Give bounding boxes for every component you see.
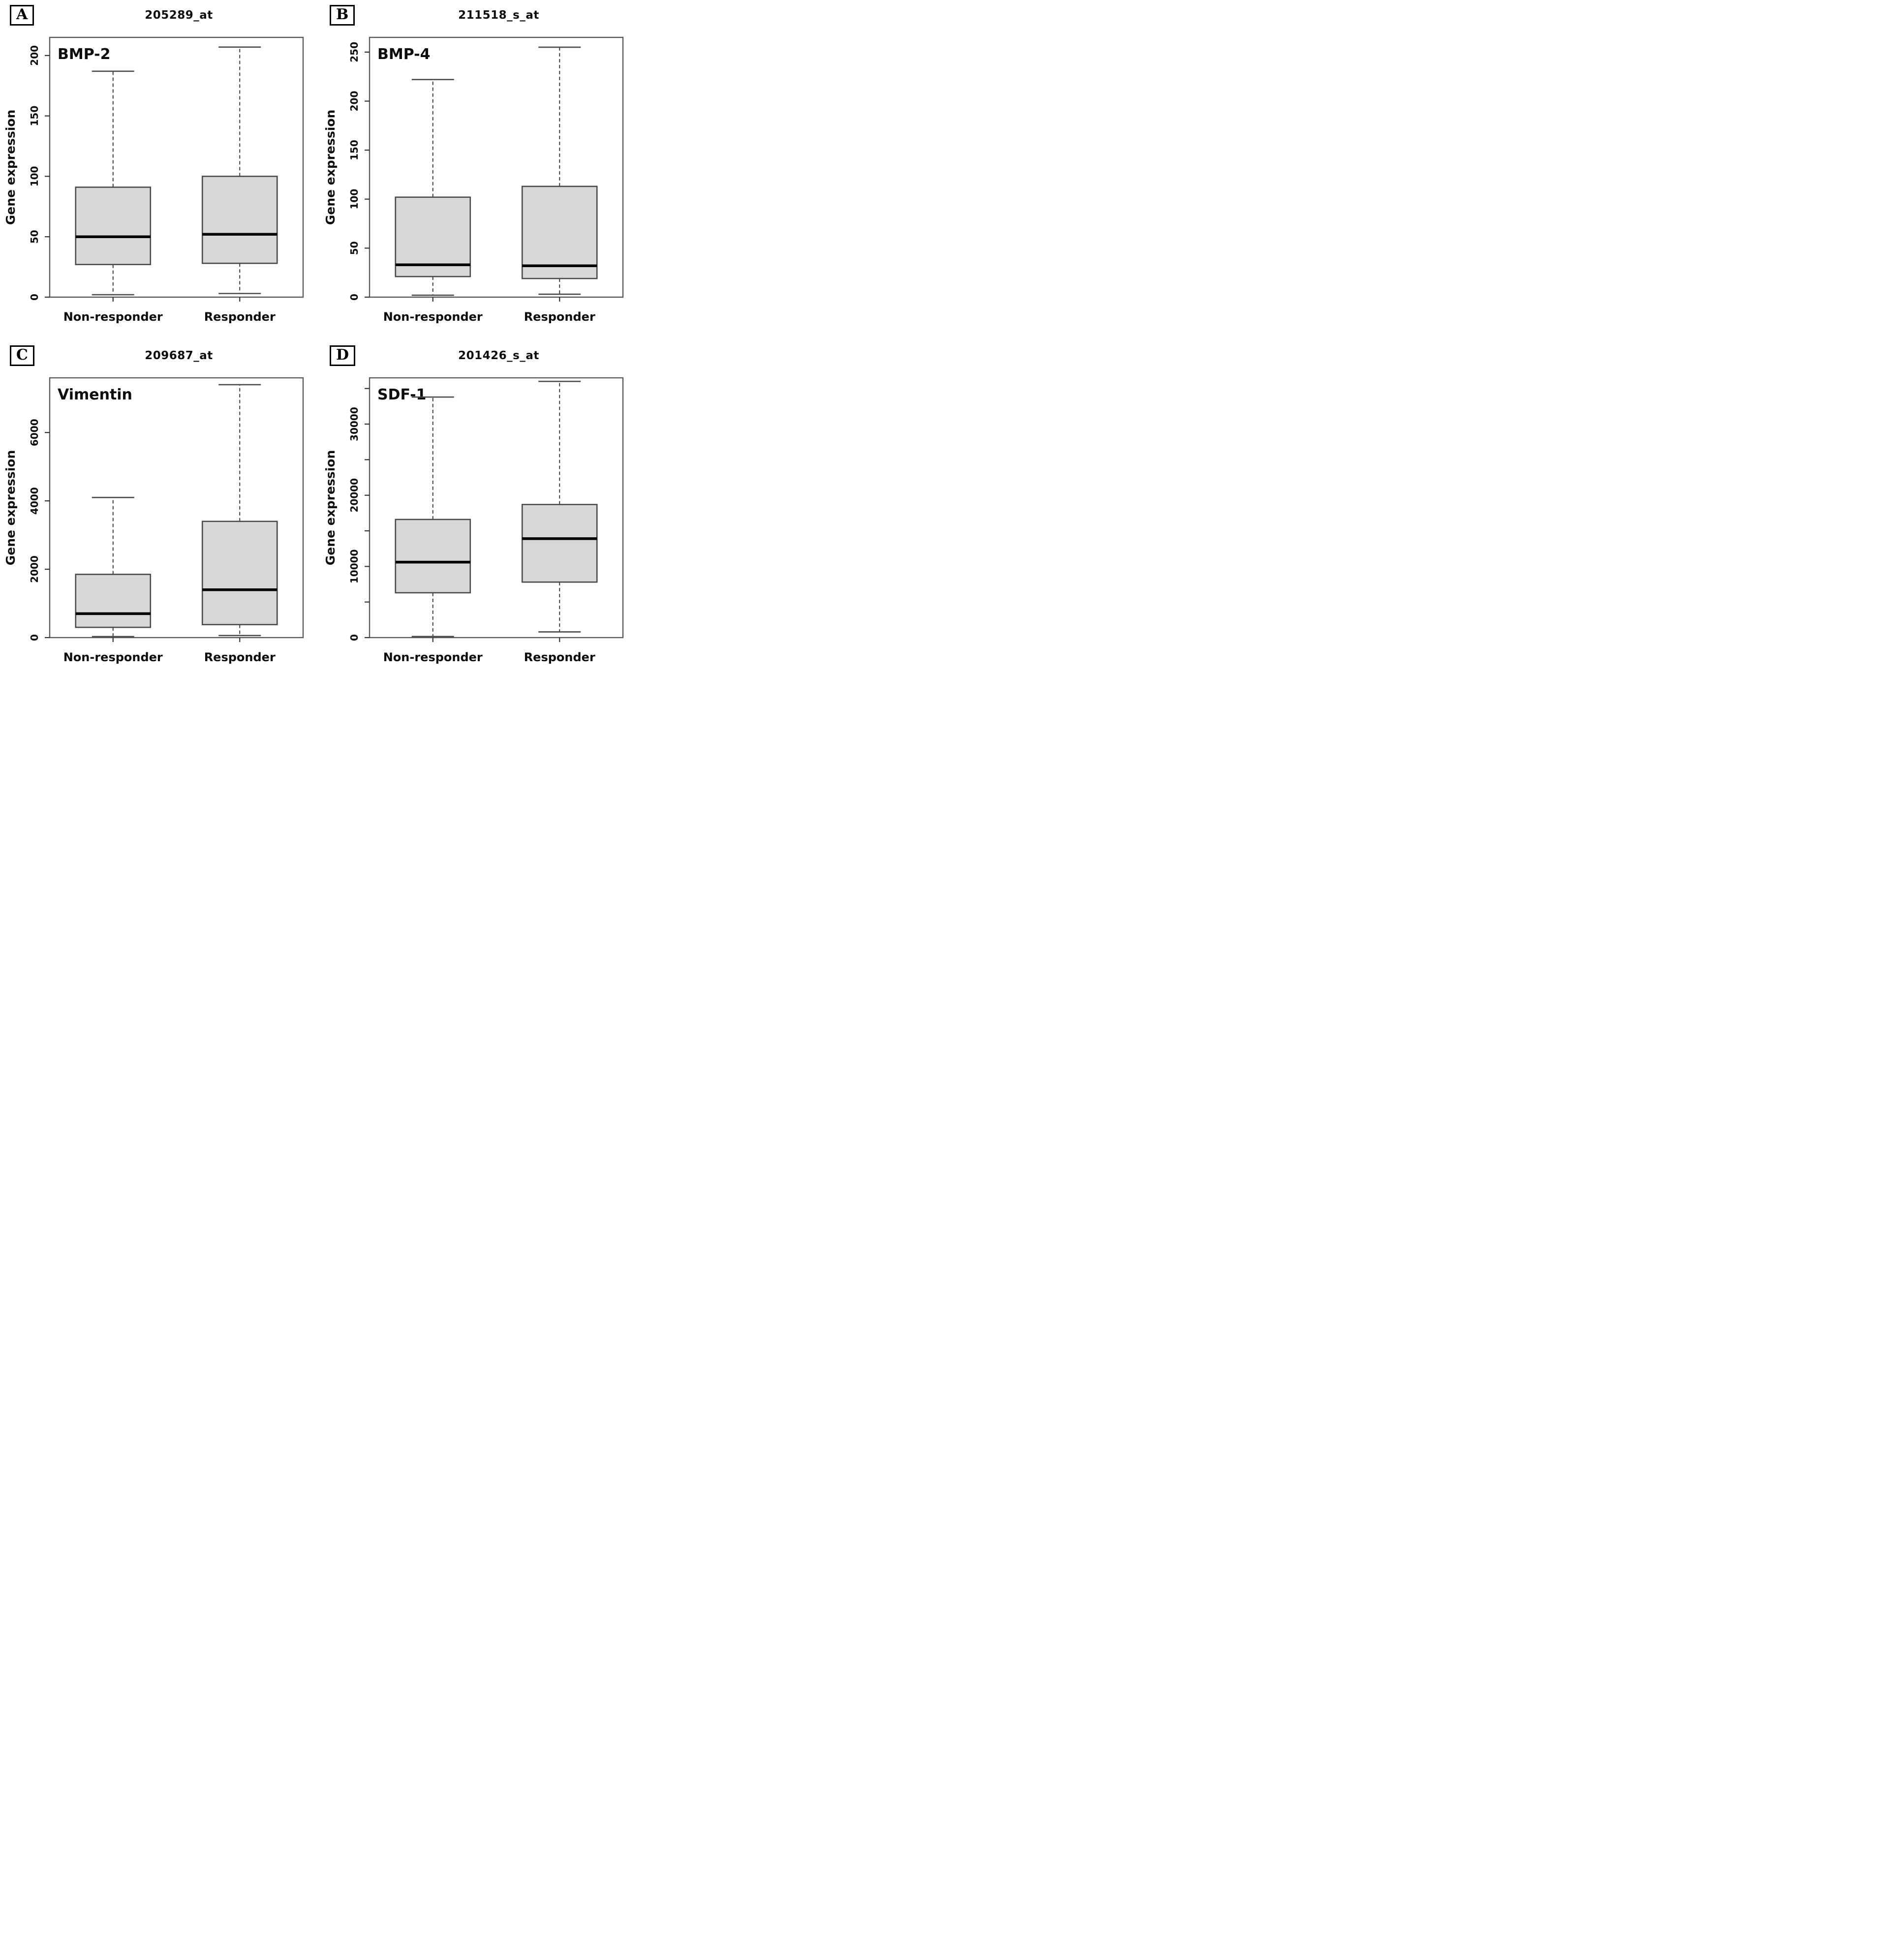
- panel-title: 201426_s_at: [458, 349, 539, 362]
- panel-b: B 211518_s_at 0 50 100 150 200 250 Gene expres…: [323, 5, 628, 333]
- y-axis-label: Gene expression: [3, 450, 18, 566]
- y-axis-tick-label: 100: [348, 189, 360, 210]
- x-category-label: Responder: [524, 650, 595, 664]
- y-axis-tick-label: 20000: [348, 478, 360, 513]
- y-axis-label: Gene expression: [3, 110, 18, 225]
- plot-border: [49, 36, 304, 298]
- boxplot-svg: 0 50 100 150 200 250 Gene expression BMP-4 Non-r…: [323, 36, 624, 324]
- iqr-box: [75, 574, 152, 628]
- panel-d-header: D 201426_s_at: [323, 345, 628, 371]
- y-axis-label: Gene expression: [323, 110, 338, 225]
- y-axis-tick-label: 0: [29, 634, 40, 641]
- x-category-label: Responder: [204, 310, 276, 324]
- panel-letter: C: [10, 345, 34, 366]
- iqr-box: [395, 196, 471, 277]
- y-axis-tick-label: 150: [348, 140, 360, 160]
- plot-border: [369, 36, 624, 298]
- panel-a: A 205289_at 0 50 100 150 200 Gene expression B…: [3, 5, 308, 333]
- iqr-box: [395, 519, 471, 594]
- y-axis-tick-label: 0: [29, 294, 40, 301]
- y-axis-tick-label: 250: [348, 42, 360, 62]
- iqr-box: [201, 176, 278, 264]
- panel-title: 211518_s_at: [458, 9, 539, 22]
- x-category-label: Non-responder: [63, 310, 163, 324]
- boxplot-svg: 0 50 100 150 200 Gene expression BMP-2 Non-resp…: [3, 36, 304, 324]
- panel-letter: B: [330, 5, 355, 26]
- y-axis-tick-label: 6000: [29, 419, 40, 446]
- panel-title: 205289_at: [145, 9, 213, 22]
- y-axis-tick-label: 50: [348, 241, 360, 255]
- plot-border: [49, 377, 304, 639]
- y-axis-tick-label: 100: [29, 166, 40, 187]
- iqr-box: [75, 186, 152, 265]
- iqr-box: [201, 521, 278, 625]
- x-category-label: Non-responder: [383, 650, 483, 664]
- boxplot-figure: A 205289_at 0 50 100 150 200 Gene expression B…: [0, 0, 633, 678]
- y-axis-tick-label: 0: [348, 294, 360, 301]
- y-axis-tick-label: 10000: [348, 550, 360, 584]
- y-axis-tick-label: 150: [29, 106, 40, 126]
- panel-c: C 209687_at 0 2000 4000 6000 Gene expression…: [3, 345, 308, 673]
- panel-b-header: B 211518_s_at: [323, 5, 628, 31]
- gene-label: Vimentin: [58, 386, 132, 403]
- x-category-label: Non-responder: [63, 650, 163, 664]
- plot-border: [369, 377, 624, 639]
- boxplot-svg: 0 2000 4000 6000 Gene expression Vimentin Non-…: [3, 377, 304, 664]
- iqr-box: [521, 504, 598, 583]
- panel-c-header: C 209687_at: [3, 345, 308, 371]
- iqr-box: [521, 185, 598, 279]
- x-category-label: Responder: [524, 310, 595, 324]
- panel-a-header: A 205289_at: [3, 5, 308, 31]
- panel-title: 209687_at: [145, 349, 213, 362]
- gene-label: BMP-2: [58, 46, 111, 63]
- panel-letter: D: [330, 345, 356, 366]
- y-axis-tick-label: 0: [348, 634, 360, 641]
- gene-label: BMP-4: [377, 46, 431, 63]
- x-category-label: Responder: [204, 650, 276, 664]
- x-category-label: Non-responder: [383, 310, 483, 324]
- y-axis-tick-label: 4000: [29, 487, 40, 515]
- gene-label: SDF-1: [377, 386, 426, 403]
- panel-letter: A: [10, 5, 34, 26]
- y-axis-tick-label: 50: [29, 230, 40, 244]
- boxplot-svg: 0 10000 20000 30000 Gene expression SDF-1 Non-…: [323, 377, 624, 664]
- y-axis-tick-label: 2000: [29, 555, 40, 583]
- panel-d: D 201426_s_at 0 10000 20000 30000 Gene expre…: [323, 345, 628, 673]
- y-axis-tick-label: 30000: [348, 407, 360, 441]
- y-axis-tick-label: 200: [348, 91, 360, 112]
- y-axis-tick-label: 200: [29, 45, 40, 66]
- y-axis-label: Gene expression: [323, 450, 338, 566]
